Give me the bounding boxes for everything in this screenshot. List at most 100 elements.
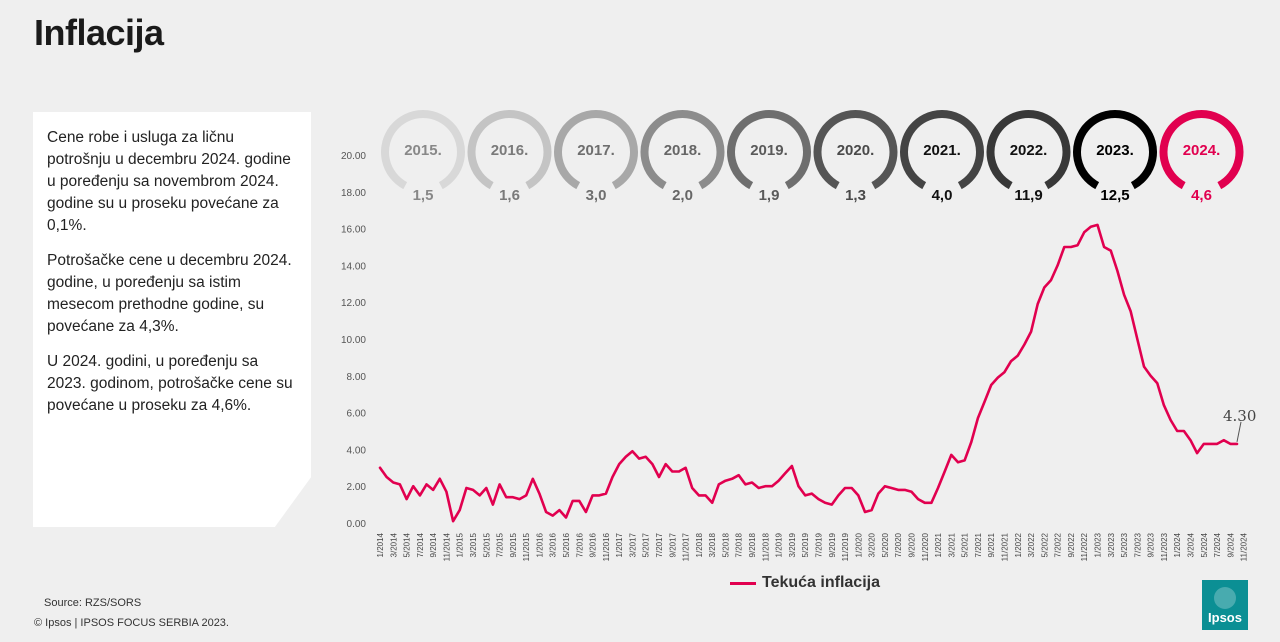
annual-badge-value: 11,9 bbox=[1014, 187, 1042, 204]
annotation-leader bbox=[1236, 421, 1242, 442]
y-tick-label: 10.00 bbox=[341, 335, 366, 346]
x-tick-label: 1/2024 bbox=[1173, 532, 1182, 557]
annual-badge-value: 1,3 bbox=[845, 187, 866, 204]
annual-badge-ring bbox=[554, 110, 638, 190]
y-tick-label: 16.00 bbox=[341, 225, 366, 236]
chart-legend: Tekuća inflacija bbox=[730, 574, 880, 592]
annual-badge-year: 2019. bbox=[750, 142, 788, 159]
x-tick-label: 11/2022 bbox=[1080, 532, 1089, 561]
x-tick-label: 1/2023 bbox=[1093, 532, 1102, 557]
x-tick-label: 5/2015 bbox=[482, 532, 491, 557]
annual-badge-value: 12,5 bbox=[1100, 187, 1129, 204]
x-tick-label: 1/2021 bbox=[934, 532, 943, 557]
x-tick-label: 9/2020 bbox=[907, 532, 916, 557]
annual-badge-ring bbox=[1159, 110, 1244, 190]
x-tick-label: 5/2019 bbox=[801, 532, 810, 557]
x-tick-label: 5/2022 bbox=[1040, 532, 1049, 557]
annual-badge-value: 4,0 bbox=[932, 187, 953, 204]
series-line-tekuca-inflacija bbox=[378, 223, 1239, 523]
description-paragraph-1: Cene robe i usluga za ličnu potrošnju u … bbox=[47, 129, 291, 234]
y-tick-label: 14.00 bbox=[341, 261, 366, 272]
x-tick-label: 9/2021 bbox=[987, 532, 996, 557]
x-tick-label: 5/2023 bbox=[1120, 532, 1129, 557]
source-note: Source: RZS/SORS bbox=[44, 597, 142, 609]
x-tick-label: 5/2021 bbox=[961, 532, 970, 557]
x-tick-label: 9/2023 bbox=[1147, 532, 1156, 557]
x-tick-label: 1/2018 bbox=[695, 532, 704, 557]
x-tick-label: 1/2017 bbox=[615, 532, 624, 557]
x-tick-label: 3/2017 bbox=[628, 532, 637, 557]
x-tick-label: 1/2019 bbox=[775, 532, 784, 557]
x-tick-label: 1/2015 bbox=[456, 532, 465, 557]
x-tick-label: 9/2019 bbox=[828, 532, 837, 557]
annual-badge-ring bbox=[1073, 110, 1157, 190]
copyright-note: © Ipsos | IPSOS FOCUS SERBIA 2023. bbox=[34, 617, 229, 629]
x-tick-label: 3/2022 bbox=[1027, 532, 1036, 557]
y-tick-label: 0.00 bbox=[347, 519, 367, 530]
x-tick-label: 5/2014 bbox=[403, 532, 412, 557]
annual-badge-value: 1,9 bbox=[759, 187, 780, 204]
annual-badge-value: 1,6 bbox=[499, 187, 520, 204]
annual-badge-year: 2017. bbox=[577, 142, 615, 159]
annual-badge-ring bbox=[381, 110, 465, 190]
x-tick-label: 9/2014 bbox=[429, 532, 438, 557]
x-tick-label: 9/2016 bbox=[589, 532, 598, 557]
x-tick-label: 11/2024 bbox=[1240, 532, 1249, 561]
x-tick-label: 5/2020 bbox=[881, 532, 890, 557]
annual-badge-value: 4,6 bbox=[1191, 187, 1212, 204]
x-tick-label: 11/2016 bbox=[602, 532, 611, 561]
annual-badge-year: 2015. bbox=[404, 142, 442, 159]
x-tick-label: 1/2014 bbox=[376, 532, 385, 557]
x-tick-label: 7/2024 bbox=[1213, 532, 1222, 557]
y-tick-label: 18.00 bbox=[341, 188, 366, 199]
annual-badge-ring bbox=[900, 110, 984, 190]
legend-line-swatch bbox=[730, 581, 756, 585]
x-tick-label: 3/2023 bbox=[1107, 532, 1116, 557]
annual-badge-year: 2016. bbox=[491, 142, 529, 159]
x-tick-label: 9/2022 bbox=[1067, 532, 1076, 557]
x-tick-label: 11/2021 bbox=[1000, 532, 1009, 561]
x-tick-label: 3/2021 bbox=[947, 532, 956, 557]
x-tick-label: 5/2016 bbox=[562, 532, 571, 557]
annual-badge-year: 2022. bbox=[1010, 142, 1048, 159]
annual-badge-ring bbox=[640, 110, 725, 190]
annual-badge-ring bbox=[727, 110, 811, 190]
x-tick-label: 1/2016 bbox=[535, 532, 544, 557]
x-tick-label: 7/2019 bbox=[814, 532, 823, 557]
logo-icon bbox=[1214, 587, 1236, 609]
logo-text: Ipsos bbox=[1208, 610, 1242, 625]
x-tick-label: 7/2016 bbox=[575, 532, 584, 557]
x-tick-label: 7/2015 bbox=[496, 532, 505, 557]
y-tick-label: 6.00 bbox=[347, 409, 367, 420]
x-tick-label: 5/2024 bbox=[1200, 532, 1209, 557]
page-title: Inflacija bbox=[34, 12, 164, 53]
x-tick-label: 11/2015 bbox=[522, 532, 531, 561]
annual-badge-ring bbox=[813, 110, 898, 190]
description-paragraph-3: U 2024. godini, u poređenju sa 2023. god… bbox=[47, 353, 293, 414]
annual-badge-ring bbox=[986, 110, 1071, 190]
annual-badge-year: 2018. bbox=[664, 142, 702, 159]
x-tick-label: 3/2018 bbox=[708, 532, 717, 557]
annual-badge-year: 2024. bbox=[1183, 142, 1221, 159]
x-tick-label: 3/2016 bbox=[549, 532, 558, 557]
x-tick-label: 3/2015 bbox=[469, 532, 478, 557]
x-tick-label: 7/2022 bbox=[1054, 532, 1063, 557]
x-tick-label: 7/2014 bbox=[416, 532, 425, 557]
x-tick-label: 1/2020 bbox=[854, 532, 863, 557]
annual-badge-value: 3,0 bbox=[586, 187, 607, 204]
y-tick-label: 4.00 bbox=[347, 445, 367, 456]
annual-badge-year: 2020. bbox=[837, 142, 875, 159]
description-panel: Cene robe i usluga za ličnu potrošnju u … bbox=[33, 112, 311, 527]
annual-badge-ring bbox=[467, 110, 552, 190]
annual-badge-value: 2,0 bbox=[672, 187, 693, 204]
x-tick-label: 9/2024 bbox=[1226, 532, 1235, 557]
x-tick-label: 11/2020 bbox=[921, 532, 930, 561]
x-tick-label: 7/2018 bbox=[735, 532, 744, 557]
description-paragraph-2: Potrošačke cene u decembru 2024. godine,… bbox=[47, 252, 292, 335]
ipsos-logo: Ipsos bbox=[1202, 580, 1248, 630]
x-tick-label: 7/2023 bbox=[1133, 532, 1142, 557]
x-tick-label: 7/2017 bbox=[655, 532, 664, 557]
x-tick-label: 11/2019 bbox=[841, 532, 850, 561]
x-tick-label: 1/2022 bbox=[1014, 532, 1023, 557]
x-tick-label: 11/2014 bbox=[442, 532, 451, 561]
